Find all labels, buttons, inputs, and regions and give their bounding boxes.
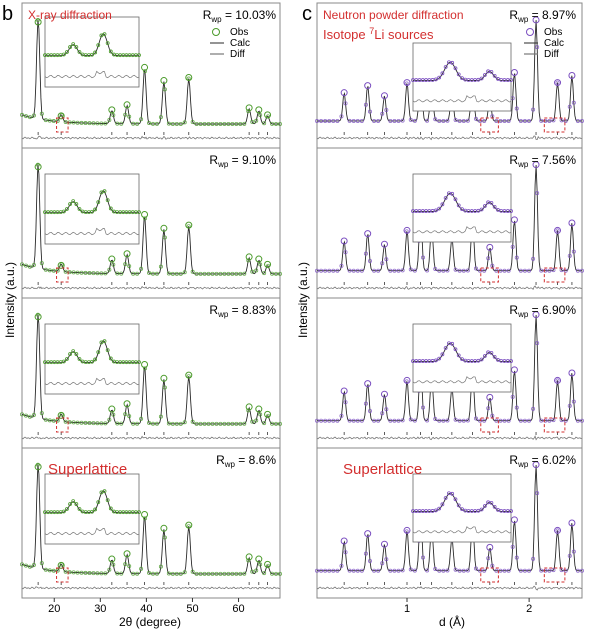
- obs-point: [487, 394, 493, 400]
- panel-letter-c: c: [302, 3, 312, 25]
- right-title-line1: Neutron powder diffraction: [323, 8, 464, 22]
- rwp-sub: wp: [217, 160, 229, 169]
- legend-calc-label: Calc: [230, 38, 250, 49]
- right-subpanel-3: Rwp = 6.90%: [315, 298, 583, 448]
- diff-line: [317, 436, 582, 439]
- rwp-label: Rwp = 8.83%: [209, 303, 276, 319]
- rwp-label: Rwp = 8.6%: [216, 453, 276, 469]
- right-panel-group: Rwp = 8.97% ObsCalcDiff Neutron powder dif…: [315, 3, 583, 615]
- highlight-box: [481, 268, 499, 282]
- left-ylabel: Intensity (a.u.): [3, 262, 17, 338]
- rwp-sub: wp: [217, 310, 229, 319]
- rwp-prefix: R: [209, 303, 218, 317]
- rwp-value: = 10.03%: [222, 8, 277, 22]
- x-tick-label: 30: [94, 603, 106, 615]
- rwp-value: = 8.6%: [235, 453, 276, 467]
- legend-obs-label: Obs: [544, 27, 562, 38]
- obs-point: [487, 244, 493, 250]
- rwp-label: Rwp = 7.56%: [509, 153, 576, 169]
- legend-obs-marker: [213, 29, 220, 36]
- right-subpanel-1: Rwp = 8.97% ObsCalcDiff Neutron powder dif…: [315, 3, 583, 148]
- rwp-label: Rwp = 8.97%: [509, 8, 576, 24]
- rwp-label: Rwp = 10.03%: [203, 8, 277, 24]
- left-xlabel: 2θ (degree): [119, 615, 181, 629]
- right-subpanel-2: Rwp = 7.56%: [315, 148, 583, 298]
- title2-pre: Isotope: [323, 27, 369, 42]
- diff-line: [317, 286, 582, 289]
- rwp-label: Rwp = 6.02%: [509, 453, 576, 469]
- subpanel-title: Superlattice: [343, 461, 422, 478]
- left-subpanel-4: Rwp = 8.6% Superlattice 20 30 40 50 60: [20, 448, 281, 615]
- rwp-prefix: R: [509, 8, 518, 22]
- rwp-sub: wp: [517, 460, 529, 469]
- x-tick-label: 60: [232, 603, 244, 615]
- highlight-box: [481, 418, 499, 432]
- x-tick-label: 1: [404, 603, 410, 615]
- rwp-value: = 7.56%: [528, 153, 576, 167]
- legend-obs-marker: [527, 29, 534, 36]
- rwp-label: Rwp = 6.90%: [509, 303, 576, 319]
- rwp-prefix: R: [509, 453, 518, 467]
- diff-line: [22, 587, 280, 590]
- x-tick-label: 2: [526, 603, 532, 615]
- rwp-prefix: R: [216, 453, 225, 467]
- obs-point: [109, 406, 115, 412]
- subpanel-title: X-ray diffraction: [28, 8, 112, 22]
- diff-line: [22, 136, 280, 139]
- rwp-prefix: R: [509, 153, 518, 167]
- legend-obs-label: Obs: [230, 27, 248, 38]
- x-tick-label: 20: [48, 603, 60, 615]
- legend: ObsCalcDiff: [210, 27, 250, 60]
- obs-point: [109, 107, 115, 113]
- rwp-sub: wp: [517, 15, 529, 24]
- legend-diff-label: Diff: [544, 49, 559, 60]
- rwp-prefix: R: [209, 153, 218, 167]
- obs-point: [109, 556, 115, 562]
- rwp-label: Rwp = 9.10%: [209, 153, 276, 169]
- rwp-value: = 8.97%: [528, 8, 576, 22]
- rwp-value: = 8.83%: [228, 303, 276, 317]
- panel-letter-b: b: [2, 3, 13, 25]
- diff-line: [22, 287, 280, 290]
- left-panel-group: Rwp = 10.03% X-ray diffraction ObsCalcDiff…: [20, 3, 281, 615]
- diff-line: [22, 436, 280, 439]
- highlight-box: [481, 118, 499, 132]
- rwp-sub: wp: [517, 160, 529, 169]
- rwp-value: = 6.90%: [528, 303, 576, 317]
- rwp-prefix: R: [509, 303, 518, 317]
- left-subpanel-2: Rwp = 9.10%: [20, 148, 281, 298]
- rwp-sub: wp: [224, 460, 236, 469]
- right-subpanel-4: Rwp = 6.02% Superlattice 1 2: [315, 448, 583, 615]
- diff-line: [317, 136, 582, 140]
- rwp-prefix: R: [203, 8, 212, 22]
- legend-calc-label: Calc: [544, 38, 564, 49]
- right-title-line2: Isotope 7Li sources: [323, 26, 434, 42]
- legend: ObsCalcDiff: [524, 27, 564, 60]
- rwp-value: = 6.02%: [528, 453, 576, 467]
- highlight-box: [481, 568, 499, 582]
- obs-point: [109, 256, 115, 262]
- x-tick-label: 50: [186, 603, 198, 615]
- subpanel-title: Superlattice: [48, 461, 127, 478]
- obs-point: [487, 544, 493, 550]
- x-tick-label: 40: [140, 603, 152, 615]
- rwp-sub: wp: [517, 310, 529, 319]
- left-subpanel-1: Rwp = 10.03% X-ray diffraction ObsCalcDiff: [20, 3, 281, 148]
- rwp-value: = 9.10%: [228, 153, 276, 167]
- right-xlabel: d (Å): [439, 614, 465, 629]
- rwp-sub: wp: [210, 15, 222, 24]
- legend-diff-label: Diff: [230, 49, 245, 60]
- title2-post: Li sources: [374, 27, 434, 42]
- left-subpanel-3: Rwp = 8.83%: [20, 298, 281, 448]
- diff-line: [317, 586, 582, 590]
- right-ylabel: Intensity (a.u.): [296, 262, 310, 338]
